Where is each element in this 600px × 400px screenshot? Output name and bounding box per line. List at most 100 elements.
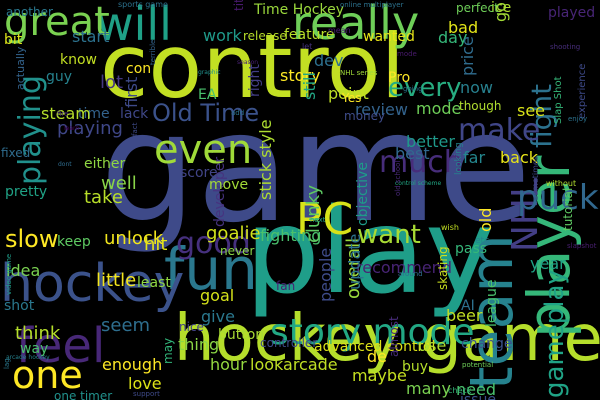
- word: feel: [16, 318, 106, 374]
- word: button: [218, 327, 265, 343]
- word: support: [133, 390, 160, 398]
- word: etc: [475, 236, 490, 246]
- word: Pro: [388, 70, 411, 86]
- word: Yes: [342, 91, 362, 105]
- word: steam: [41, 104, 91, 123]
- word: many: [406, 379, 451, 398]
- word: one: [12, 353, 83, 397]
- word: update: [345, 233, 364, 290]
- word: NHL series: [340, 69, 378, 77]
- word: next: [310, 216, 326, 224]
- word: work: [203, 26, 242, 45]
- word: PC: [296, 194, 354, 245]
- word: idea: [6, 261, 41, 280]
- word: playing: [13, 75, 48, 185]
- word: fire: [57, 110, 69, 118]
- word: even: [154, 127, 253, 173]
- word: way: [20, 341, 49, 357]
- word: goalie: [206, 223, 261, 244]
- word: love: [128, 374, 162, 393]
- word: keep: [57, 234, 91, 250]
- word: title: [232, 0, 246, 11]
- word: hockey game: [174, 302, 600, 376]
- word: gameplay: [540, 269, 570, 398]
- word: hockey: [0, 254, 185, 314]
- word: point: [328, 84, 369, 103]
- word: shot: [4, 298, 35, 314]
- word: Time Hockey: [254, 2, 345, 18]
- word: people: [316, 247, 335, 302]
- word: may: [161, 337, 175, 364]
- word: guy: [46, 69, 73, 85]
- word: though: [459, 99, 502, 113]
- word: well: [101, 173, 137, 194]
- word: right: [247, 64, 263, 97]
- word: use: [418, 336, 447, 355]
- word: pretty: [5, 184, 48, 200]
- word: give: [201, 307, 235, 326]
- word: mean: [328, 26, 351, 35]
- word: wish: [441, 223, 460, 232]
- word: experience: [577, 63, 588, 119]
- word: mode: [397, 50, 417, 58]
- word: bad: [448, 18, 479, 37]
- word: seem: [101, 315, 151, 336]
- word: arcade hockey: [6, 354, 50, 361]
- word: add: [231, 109, 245, 117]
- word: far: [463, 148, 486, 167]
- word: fun: [164, 235, 258, 303]
- word: still: [300, 72, 319, 100]
- word: fighting: [260, 226, 322, 245]
- word: release: [243, 29, 287, 43]
- word: clunky: [303, 184, 324, 243]
- word: really: [292, 0, 420, 50]
- word: terrible: [149, 39, 157, 65]
- word: fixed: [1, 146, 31, 160]
- word: sports game: [118, 0, 168, 9]
- word: learn: [64, 125, 80, 132]
- word: first: [122, 76, 141, 108]
- word: let: [302, 42, 313, 51]
- word: know: [60, 52, 97, 68]
- word: lag: [3, 358, 11, 369]
- word: Slap Shot: [553, 76, 564, 124]
- word: issue: [460, 392, 496, 400]
- word: old: [476, 207, 495, 232]
- word: dont: [58, 161, 72, 168]
- word: score: [180, 165, 218, 181]
- word: move: [209, 177, 249, 193]
- word: fact: [131, 122, 139, 136]
- word: video game: [5, 253, 13, 295]
- word: check: [448, 386, 472, 395]
- word: potential: [462, 361, 494, 369]
- word: without: [546, 179, 577, 188]
- word: perfect: [456, 1, 499, 15]
- word: old school: [394, 160, 402, 196]
- word: recommend: [356, 258, 452, 277]
- word: mode: [416, 99, 462, 118]
- word: now: [460, 78, 494, 97]
- word: slapshot: [567, 242, 597, 250]
- word: control scheme: [395, 180, 442, 187]
- word: league: [484, 279, 500, 327]
- word: story mode: [270, 312, 475, 353]
- word: change: [461, 336, 513, 352]
- word: actually: [14, 46, 27, 90]
- word: play: [245, 182, 495, 320]
- word: every: [388, 73, 462, 103]
- word: ice: [491, 0, 512, 16]
- word: day: [438, 28, 468, 47]
- word: almost: [387, 316, 401, 357]
- word: goal: [200, 286, 235, 305]
- word: unlock: [104, 228, 164, 249]
- word: make: [458, 113, 541, 148]
- word: looking: [454, 142, 464, 175]
- word: thing: [178, 335, 220, 354]
- word: nice: [179, 320, 204, 334]
- word: take: [84, 187, 123, 208]
- word: slow: [5, 225, 59, 253]
- word: de: [367, 347, 387, 366]
- word: wanted: [363, 29, 415, 45]
- word: story: [280, 66, 321, 85]
